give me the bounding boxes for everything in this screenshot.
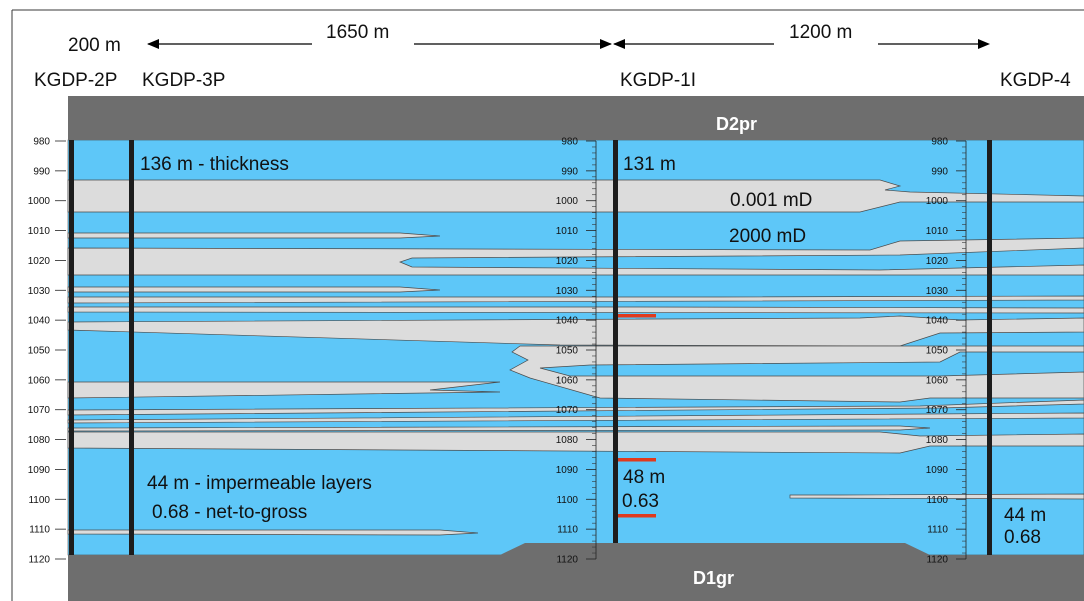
depth-tick-label: 990	[931, 166, 948, 177]
annotation-ntg-left: 0.68 - net-to-gross	[152, 502, 307, 523]
depth-tick-label: 990	[561, 166, 578, 177]
impermeable-layer	[789, 493, 1084, 500]
annotation-ntg-mid: 0.63	[622, 491, 659, 512]
depth-tick-label: 1020	[556, 256, 579, 267]
well-bore-kgdp-3p	[129, 140, 134, 555]
interval-marker	[618, 458, 656, 462]
depth-tick-label: 1070	[926, 405, 949, 416]
impermeable-layer	[67, 237, 1084, 276]
impermeable-layer	[67, 315, 1084, 347]
depth-tick-label: 1100	[926, 495, 948, 506]
depth-scale-left: 980 990 1000 1010 1020 1030 1040 1050 1060 1070 10…	[28, 137, 66, 566]
well-bore-kgdp-4	[987, 140, 992, 555]
impermeable-layer	[67, 412, 1084, 424]
well-bore-kgdp-2p	[69, 140, 74, 555]
depth-tick-label: 1040	[28, 316, 51, 327]
impermeable-layer	[67, 529, 479, 536]
distance-arrow-1200	[613, 39, 990, 49]
depth-tick-label: 1090	[926, 465, 949, 476]
depth-tick-label: 1030	[28, 286, 51, 297]
depth-tick-label: 1070	[556, 405, 579, 416]
annotation-imperm-mid: 48 m	[623, 467, 665, 488]
annotation-imperm-left: 44 m - impermeable layers	[147, 473, 372, 494]
depth-tick-label: 1020	[28, 256, 51, 267]
depth-tick-label: 1030	[926, 286, 949, 297]
depth-tick-label: 1120	[556, 555, 578, 566]
formation-label-top: D2pr	[716, 114, 757, 134]
distance-label-200: 200 m	[68, 35, 121, 56]
depth-scale-mid: 980 990 1000 1010 1020 1030 1040 1050 1060 1070 10…	[556, 137, 597, 566]
depth-tick-label: 1100	[556, 495, 578, 506]
impermeable-layer	[67, 232, 441, 239]
depth-tick-label: 1080	[28, 435, 51, 446]
impermeable-layer	[67, 399, 1084, 416]
well-bore-kgdp-1i	[613, 140, 618, 543]
depth-tick-label: 1080	[556, 435, 579, 446]
depth-tick-label: 1110	[29, 525, 50, 536]
depth-tick-label: 1010	[556, 226, 579, 237]
distance-arrow-1650	[414, 39, 612, 49]
depth-tick-label: 1100	[28, 495, 50, 506]
well-name-kgdp-1i: KGDP-1I	[620, 70, 696, 91]
depth-tick-label: 1000	[28, 196, 51, 207]
distance-label-1200: 1200 m	[789, 22, 852, 43]
impermeable-layer	[67, 381, 501, 399]
interval-marker	[618, 514, 656, 518]
depth-scale-right: 980 990 1000 1010 1020 1030 1040 1050 1060 1070 10…	[926, 137, 967, 566]
annotation-thickness-mid: 131 m	[623, 154, 676, 175]
depth-tick-label: 1090	[28, 465, 51, 476]
impermeable-layer	[509, 345, 1084, 403]
depth-tick-label: 1120	[28, 555, 50, 566]
depth-tick-label: 1000	[556, 196, 579, 207]
depth-tick-label: 1040	[926, 316, 949, 327]
impermeable-layer	[67, 306, 1084, 314]
depth-tick-label: 1050	[926, 346, 949, 357]
depth-tick-label: 1010	[926, 226, 949, 237]
impermeable-layer	[67, 286, 441, 293]
depth-tick-label: 1090	[556, 465, 579, 476]
depth-tick-label: 980	[33, 137, 50, 148]
annotation-perm-high: 2000 mD	[729, 226, 806, 247]
depth-tick-label: 1050	[28, 346, 51, 357]
distance-label-1650: 1650 m	[326, 22, 389, 43]
annotation-perm-low: 0.001 mD	[730, 190, 812, 211]
annotation-ntg-right: 0.68	[1004, 527, 1041, 548]
interval-marker	[618, 314, 656, 318]
depth-tick-label: 1030	[556, 286, 579, 297]
depth-tick-label: 1120	[926, 555, 948, 566]
depth-tick-label: 1000	[926, 196, 949, 207]
depth-tick-label: 1110	[557, 525, 578, 536]
impermeable-layer	[67, 431, 1084, 454]
formation-top-d2pr	[68, 96, 1084, 140]
well-name-kgdp-3p: KGDP-3P	[142, 70, 225, 91]
formation-label-bottom: D1gr	[693, 568, 734, 588]
depth-tick-label: 1070	[28, 405, 51, 416]
distance-arrow-200	[147, 39, 312, 49]
depth-tick-label: 1060	[28, 375, 51, 386]
impermeable-layers	[67, 179, 1084, 536]
depth-tick-label: 1060	[926, 375, 949, 386]
depth-tick-label: 980	[931, 137, 948, 148]
annotation-thickness-left: 136 m - thickness	[140, 154, 289, 175]
depth-tick-label: 1040	[556, 316, 579, 327]
impermeable-layer	[67, 425, 931, 432]
depth-tick-label: 1060	[556, 375, 579, 386]
depth-tick-label: 1010	[28, 226, 51, 237]
depth-tick-label: 1110	[927, 525, 948, 536]
depth-tick-label: 1020	[926, 256, 949, 267]
annotation-imperm-right: 44 m	[1004, 505, 1046, 526]
depth-tick-label: 1050	[556, 346, 579, 357]
impermeable-layer	[67, 295, 1084, 304]
depth-tick-label: 990	[33, 166, 50, 177]
well-name-kgdp-4: KGDP-4	[1000, 70, 1071, 91]
well-name-kgdp-2p: KGDP-2P	[34, 70, 117, 91]
formation-bottom-d1gr	[68, 543, 1084, 601]
depth-tick-label: 1080	[926, 435, 949, 446]
depth-tick-label: 980	[561, 137, 578, 148]
